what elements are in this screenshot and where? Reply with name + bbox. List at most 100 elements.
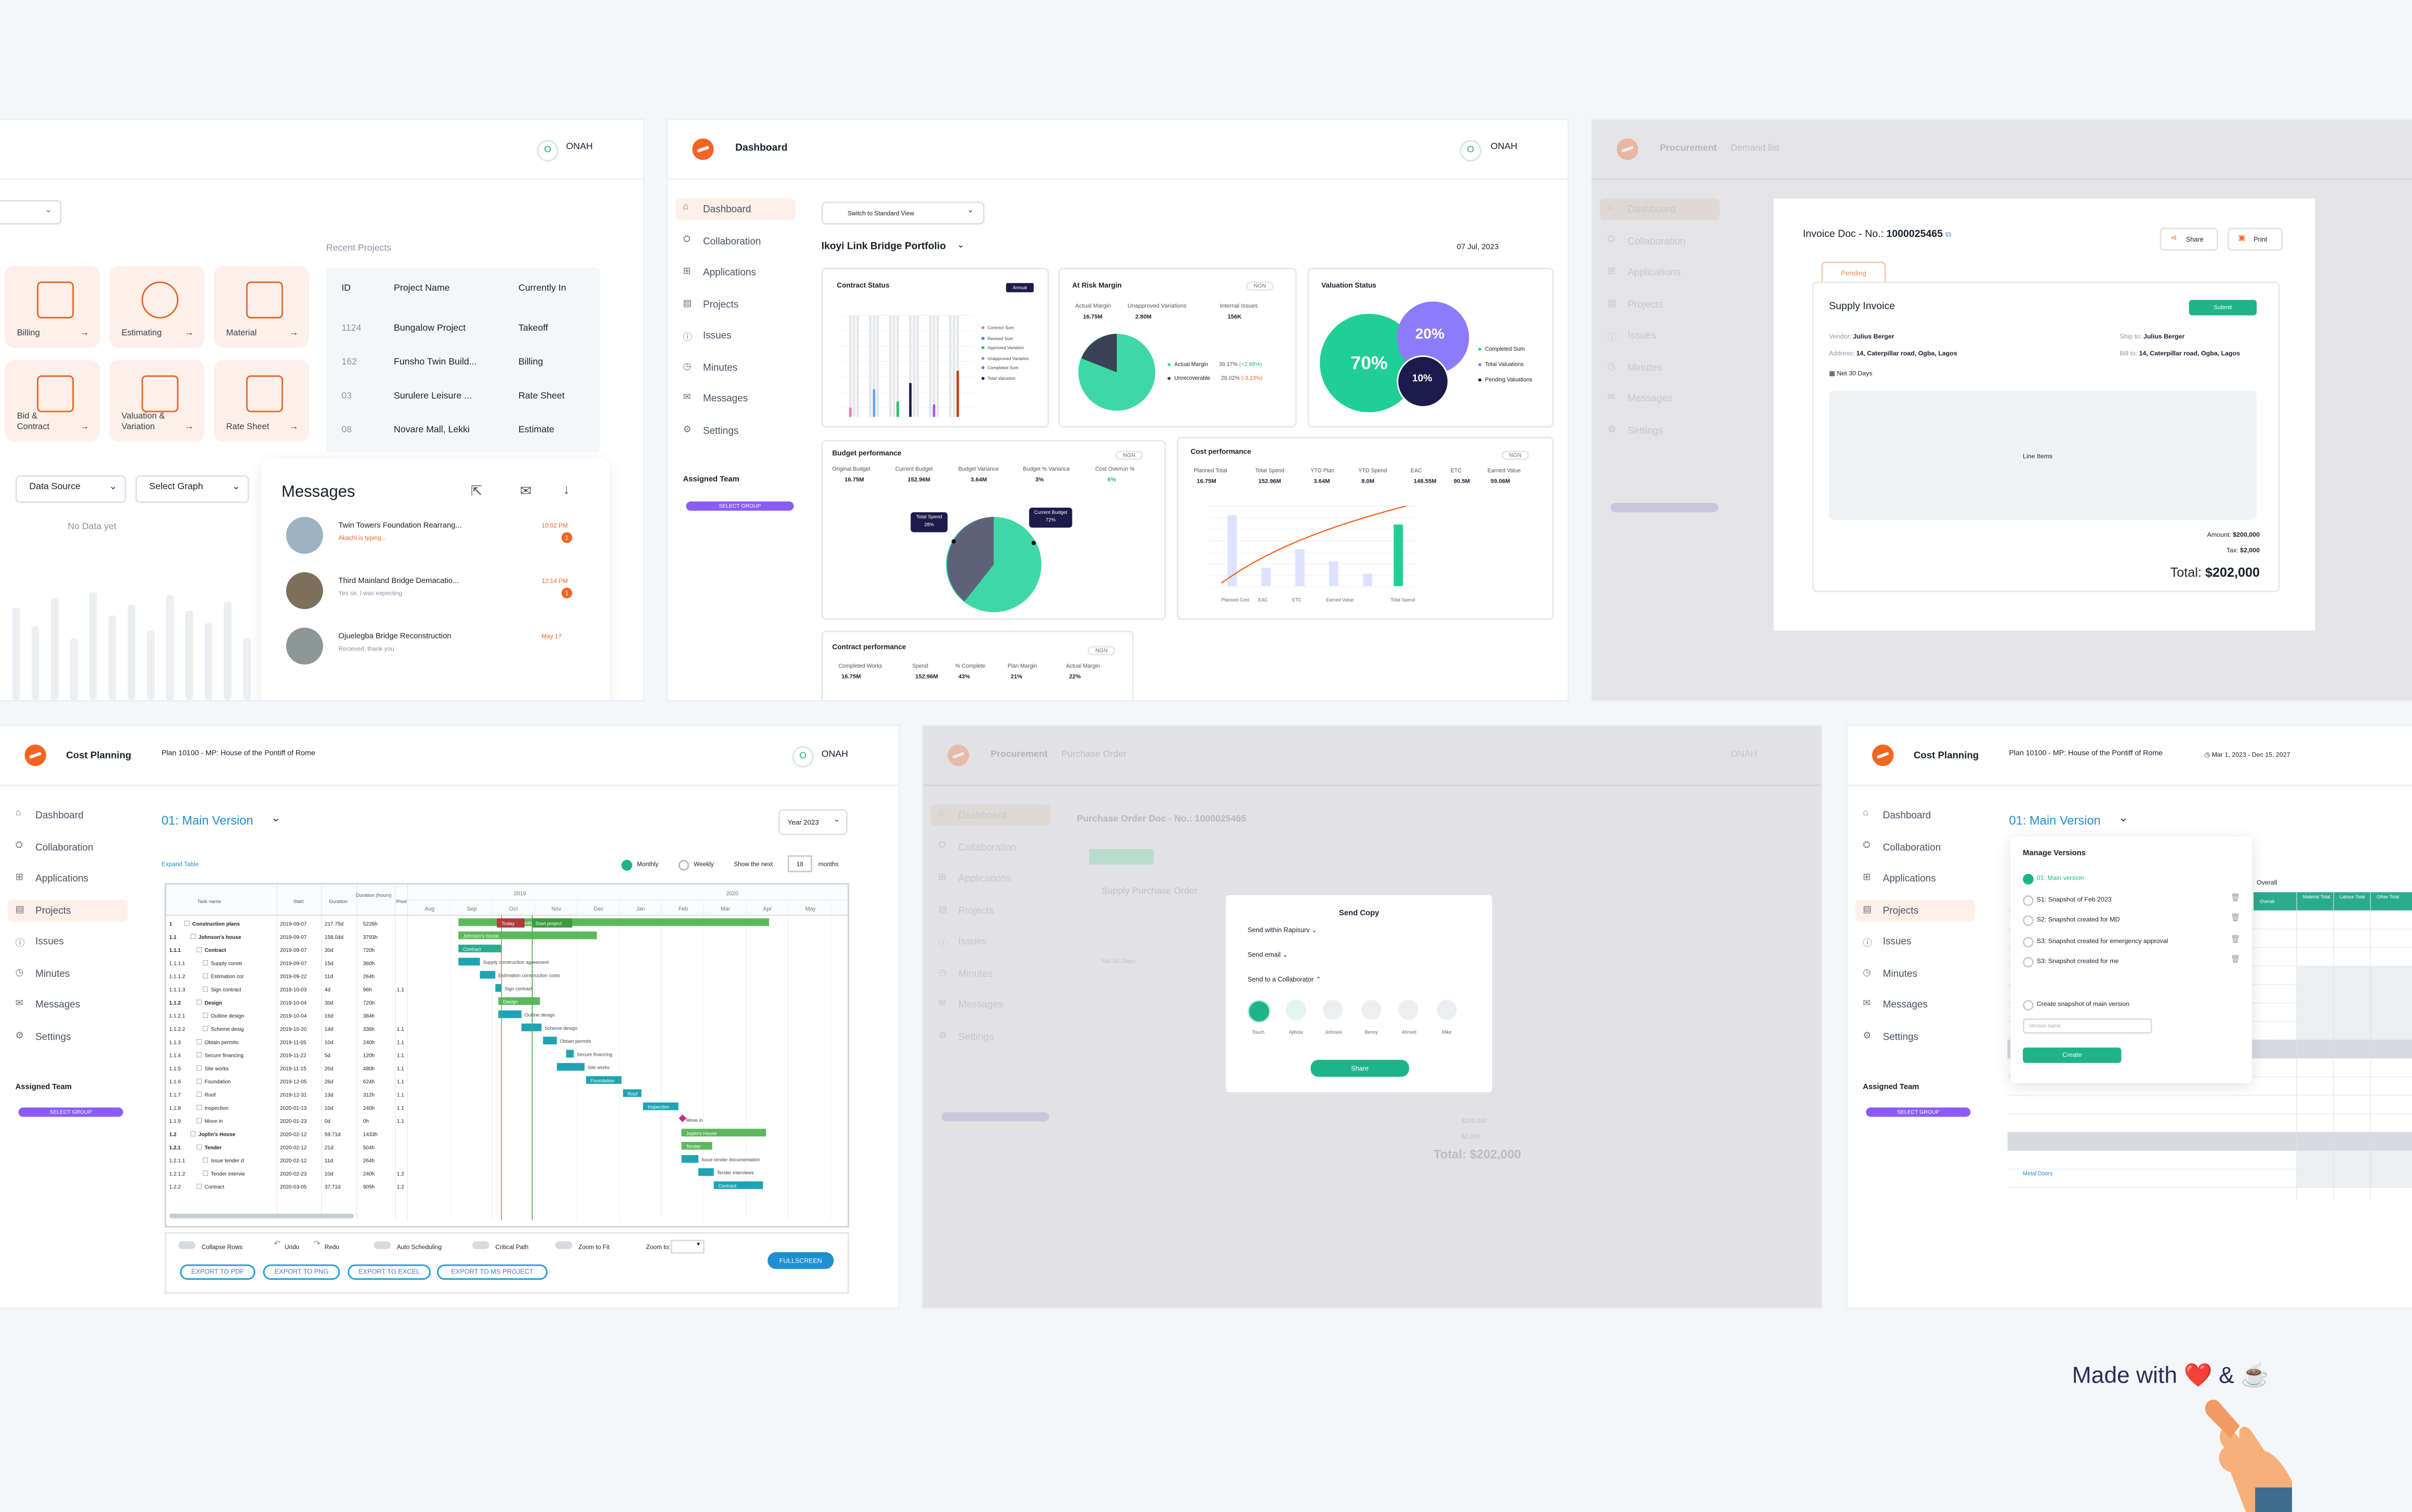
sidebar-item-projects[interactable]: Projects bbox=[1627, 299, 1663, 310]
toggle-switch[interactable] bbox=[472, 1241, 489, 1249]
undo-icon[interactable]: ↶ bbox=[273, 1240, 281, 1249]
chevron-down-icon[interactable]: ⌄ bbox=[2118, 811, 2129, 825]
sidebar-item-collaboration[interactable]: Collaboration bbox=[35, 842, 94, 853]
fullscreen-button[interactable]: FULLSCREEN bbox=[767, 1252, 834, 1269]
expand-table-link[interactable]: Expand Table bbox=[161, 859, 199, 868]
sidebar-item-collaboration[interactable]: Collaboration bbox=[1883, 842, 1941, 853]
sidebar-item-projects[interactable]: Projects bbox=[958, 905, 994, 916]
compose-mail-icon[interactable]: ✉ bbox=[520, 483, 532, 499]
sidebar-item-settings[interactable]: Settings bbox=[35, 1031, 71, 1042]
sidebar-item-collaboration[interactable]: Collaboration bbox=[1627, 236, 1686, 247]
sidebar-item-applications[interactable]: Applications bbox=[1883, 873, 1936, 885]
download-icon[interactable]: ↓ bbox=[563, 481, 570, 497]
sidebar-item-dashboard[interactable]: Dashboard bbox=[1627, 204, 1676, 216]
sidebar-item-messages[interactable]: Messages bbox=[1627, 393, 1673, 405]
sidebar-item-applications[interactable]: Applications bbox=[703, 268, 756, 278]
submit-button[interactable]: Submit bbox=[2189, 300, 2257, 315]
collaborator-avatar[interactable] bbox=[1398, 1000, 1419, 1020]
tile-billing[interactable]: Billing → bbox=[4, 266, 100, 348]
sidebar-item-applications[interactable]: Applications bbox=[1627, 268, 1681, 278]
share-button[interactable]: ⋖ Share bbox=[2159, 228, 2219, 251]
version-selector[interactable]: 01: Main Version bbox=[161, 814, 254, 828]
version-radio[interactable] bbox=[2023, 915, 2034, 926]
sidebar-item-dashboard[interactable]: Dashboard bbox=[35, 811, 84, 821]
sidebar-item-settings[interactable]: Settings bbox=[703, 425, 739, 436]
select-graph-select[interactable]: Select Graph ⌄ bbox=[135, 475, 249, 503]
collaborator-avatar[interactable] bbox=[1360, 1000, 1381, 1020]
months-count-input[interactable]: 18 bbox=[787, 855, 813, 872]
sidebar-item-settings[interactable]: Settings bbox=[958, 1031, 994, 1042]
tile-rate-sheet[interactable]: Rate Sheet → bbox=[214, 360, 310, 442]
trash-icon[interactable]: 🗑 bbox=[2230, 893, 2241, 903]
user-name[interactable]: ONAH bbox=[821, 750, 849, 760]
filter-dropdown[interactable]: ⌄ bbox=[0, 200, 62, 225]
weekly-radio[interactable] bbox=[678, 859, 690, 871]
sidebar-item-applications[interactable]: Applications bbox=[958, 873, 1012, 885]
user-avatar[interactable]: O bbox=[537, 140, 559, 162]
data-source-select[interactable]: Data Source ⌄ bbox=[15, 475, 126, 503]
monthly-radio[interactable] bbox=[621, 859, 632, 871]
chevron-down-icon[interactable]: ⌄ bbox=[271, 811, 281, 825]
tile-material[interactable]: Material → bbox=[214, 266, 310, 348]
sidebar-item-settings[interactable]: Settings bbox=[1627, 425, 1663, 436]
sidebar-item-messages[interactable]: Messages bbox=[35, 1000, 81, 1011]
sidebar-item-dashboard[interactable]: Dashboard bbox=[958, 811, 1006, 821]
sidebar-item-minutes[interactable]: Minutes bbox=[958, 968, 993, 979]
collaborator-avatar[interactable] bbox=[1436, 1000, 1456, 1020]
select-group-button[interactable]: SELECT GROUP bbox=[686, 501, 794, 511]
sidebar-item-projects[interactable]: Projects bbox=[35, 905, 71, 916]
redo-icon[interactable]: ↷ bbox=[313, 1240, 321, 1249]
user-avatar[interactable]: O bbox=[792, 746, 814, 768]
external-link-icon[interactable]: ⇱ bbox=[470, 483, 483, 499]
export-button[interactable]: EXPORT TO EXCEL bbox=[348, 1264, 431, 1280]
sidebar-item-issues[interactable]: Issues bbox=[1627, 330, 1656, 342]
sidebar-item-issues[interactable]: Issues bbox=[35, 936, 64, 948]
create-button[interactable]: Create bbox=[2023, 1047, 2122, 1063]
version-radio[interactable] bbox=[2023, 894, 2034, 906]
sidebar-item-messages[interactable]: Messages bbox=[703, 393, 748, 405]
year-select[interactable]: Year 2023 ⌄ bbox=[778, 809, 848, 835]
toggle-switch[interactable] bbox=[374, 1241, 391, 1249]
trash-icon[interactable]: 🗑 bbox=[2230, 913, 2241, 923]
export-button[interactable]: EXPORT TO PDF bbox=[180, 1264, 256, 1280]
trash-icon[interactable]: 🗑 bbox=[2230, 955, 2241, 965]
sidebar-item-issues[interactable]: Issues bbox=[958, 936, 987, 948]
collaborator-avatar[interactable] bbox=[1323, 1000, 1343, 1020]
share-button[interactable]: Share bbox=[1310, 1059, 1409, 1077]
collaborator-avatar[interactable] bbox=[1285, 1000, 1305, 1020]
sidebar-item-collaboration[interactable]: Collaboration bbox=[703, 236, 761, 247]
send-within-option[interactable]: Send within Rapisurv ⌄ bbox=[1247, 926, 1317, 934]
version-radio[interactable] bbox=[2023, 936, 2034, 947]
print-button[interactable]: ▣ Print bbox=[2227, 228, 2283, 251]
trash-icon[interactable]: 🗑 bbox=[2230, 934, 2241, 944]
sidebar-item-dashboard[interactable]: Dashboard bbox=[1883, 811, 1931, 821]
date-range[interactable]: ◷ Mar 1, 2023 - Dec 15, 2027 bbox=[2204, 750, 2290, 759]
switch-view-select[interactable]: Switch to Standard View ⌄ bbox=[821, 201, 985, 225]
version-radio[interactable] bbox=[2023, 957, 2034, 968]
user-name[interactable]: ONAH bbox=[566, 143, 593, 153]
sidebar-item-minutes[interactable]: Minutes bbox=[703, 362, 738, 373]
sidebar-item-messages[interactable]: Messages bbox=[1883, 1000, 1928, 1011]
sidebar-item-projects[interactable]: Projects bbox=[703, 299, 739, 310]
sidebar-item-projects[interactable]: Projects bbox=[1883, 905, 1919, 916]
send-email-option[interactable]: Send email ⌄ bbox=[1247, 950, 1288, 959]
sidebar-item-issues[interactable]: Issues bbox=[1883, 936, 1912, 948]
create-snapshot-radio[interactable] bbox=[2023, 1000, 2034, 1011]
version-selector[interactable]: 01: Main Version bbox=[2009, 814, 2101, 828]
chevron-down-icon[interactable]: ⌄ bbox=[957, 241, 965, 251]
sidebar-item-applications[interactable]: Applications bbox=[35, 873, 89, 885]
export-button[interactable]: EXPORT TO MS PROJECT bbox=[436, 1264, 548, 1280]
send-collaborator-option[interactable]: Send to a Collaborator ⌃ bbox=[1247, 975, 1321, 983]
tile-valuation[interactable]: Valuation & Variation → bbox=[109, 360, 205, 442]
zoom-select[interactable]: ▾ bbox=[670, 1240, 705, 1254]
user-avatar[interactable]: O bbox=[1460, 140, 1481, 162]
toggle-switch[interactable] bbox=[555, 1241, 573, 1249]
sidebar-item-minutes[interactable]: Minutes bbox=[35, 968, 70, 979]
logo-icon[interactable] bbox=[692, 138, 714, 160]
toggle-switch[interactable] bbox=[178, 1241, 195, 1249]
sidebar-item-dashboard[interactable]: Dashboard bbox=[703, 204, 751, 216]
version-name-input[interactable]: Version name bbox=[2023, 1018, 2152, 1034]
collaborator-avatar[interactable] bbox=[1247, 1000, 1271, 1023]
tile-estimating[interactable]: Estimating → bbox=[109, 266, 205, 348]
sidebar-item-messages[interactable]: Messages bbox=[958, 1000, 1003, 1011]
